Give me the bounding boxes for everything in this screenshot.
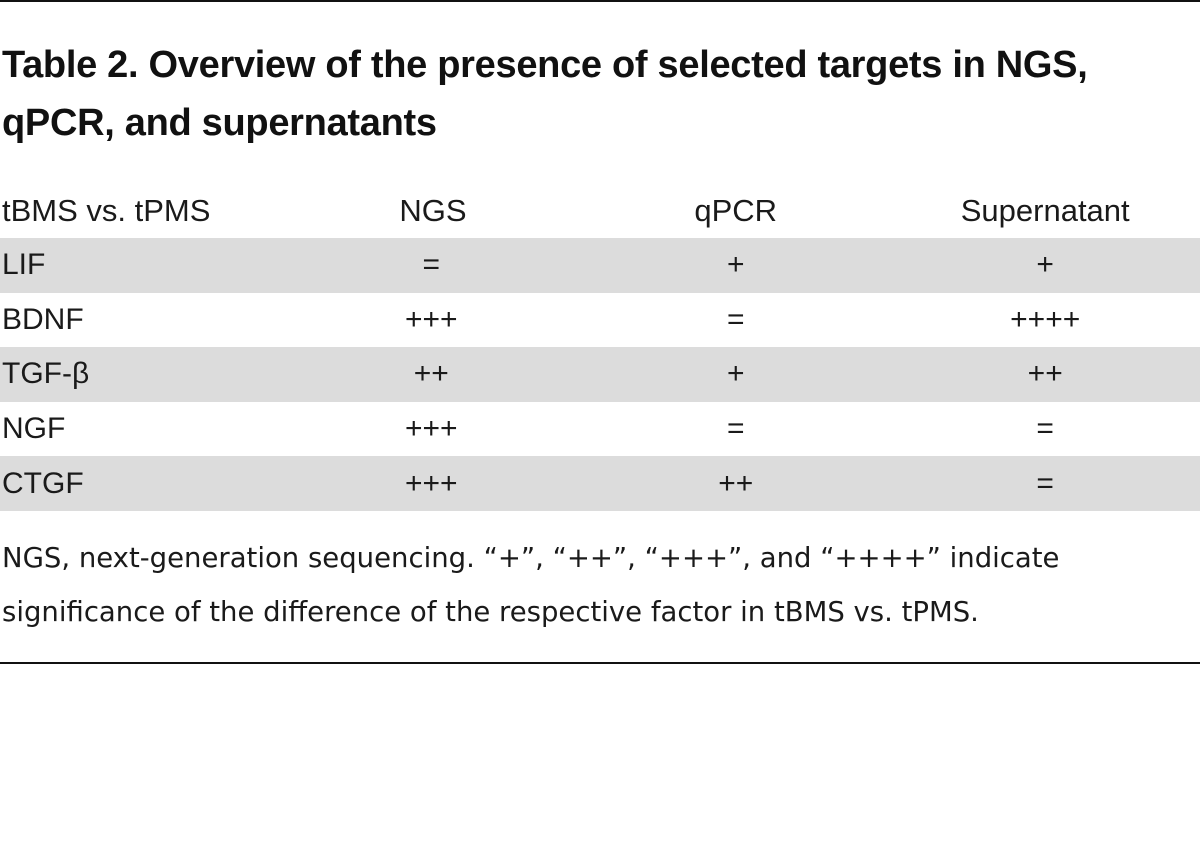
table-footnote: NGS, next-generation sequencing. “+”, “+… xyxy=(2,542,1060,628)
column-header-comparison: tBMS vs. tPMS xyxy=(2,193,211,228)
table-row: LIF = + + xyxy=(0,238,1200,293)
supernatant-cell: = xyxy=(890,456,1200,511)
table-header-row: tBMS vs. tPMS NGS qPCR Supernatant xyxy=(0,184,1200,238)
qpcr-cell: = xyxy=(726,412,745,446)
qpcr-cell: ++ xyxy=(581,456,891,511)
ngs-cell: = xyxy=(281,238,582,293)
ngs-cell: +++ xyxy=(281,456,582,511)
ngs-cell: +++ xyxy=(404,412,458,446)
table-row: NGF +++ = = xyxy=(0,402,1200,457)
table-row: BDNF +++ = ++++ xyxy=(0,293,1200,348)
data-table: tBMS vs. tPMS NGS qPCR Supernatant LIF =… xyxy=(0,184,1200,511)
qpcr-cell: + xyxy=(581,238,891,293)
row-label: CTGF xyxy=(0,456,282,511)
bottom-rule xyxy=(0,662,1200,664)
supernatant-cell: ++++ xyxy=(1010,302,1081,336)
row-label: NGF xyxy=(2,412,66,446)
table-row: TGF-β ++ + ++ xyxy=(0,347,1200,402)
supernatant-cell: ++ xyxy=(890,347,1200,402)
supernatant-cell: + xyxy=(890,238,1200,293)
qpcr-cell: + xyxy=(581,347,891,402)
column-header-qpcr: qPCR xyxy=(694,193,778,228)
table-row: CTGF +++ ++ = xyxy=(0,456,1200,511)
ngs-cell: +++ xyxy=(404,302,458,336)
row-label: LIF xyxy=(0,238,282,293)
row-label: TGF-β xyxy=(0,347,282,402)
supernatant-cell: = xyxy=(1036,412,1054,446)
top-rule xyxy=(0,0,1200,2)
row-label: BDNF xyxy=(2,302,84,336)
qpcr-cell: = xyxy=(726,302,745,336)
column-header-supernatant: Supernatant xyxy=(960,193,1130,228)
ngs-cell: ++ xyxy=(281,347,582,402)
table-caption: Table 2. Overview of the presence of sel… xyxy=(2,44,1088,144)
column-header-ngs: NGS xyxy=(399,193,467,228)
